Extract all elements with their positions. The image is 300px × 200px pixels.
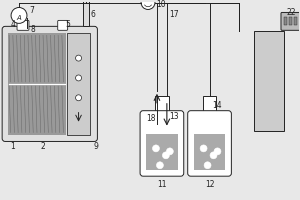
FancyBboxPatch shape: [17, 20, 29, 30]
Text: 13: 13: [169, 112, 178, 121]
Circle shape: [214, 148, 221, 155]
Text: 10: 10: [156, 0, 166, 9]
FancyBboxPatch shape: [188, 111, 231, 176]
Text: 22: 22: [286, 8, 296, 17]
Text: 9: 9: [94, 142, 99, 151]
FancyBboxPatch shape: [281, 12, 300, 30]
Bar: [194, 134, 225, 170]
Bar: [82, 0, 89, 26]
Text: 6: 6: [91, 10, 95, 19]
Circle shape: [11, 7, 27, 23]
Circle shape: [76, 75, 82, 81]
Bar: [254, 31, 284, 131]
Circle shape: [162, 152, 169, 159]
Circle shape: [152, 145, 159, 152]
Circle shape: [76, 55, 82, 61]
Text: 5: 5: [66, 20, 70, 29]
Circle shape: [204, 162, 211, 169]
Bar: [146, 134, 178, 170]
FancyBboxPatch shape: [58, 20, 68, 30]
Circle shape: [210, 152, 217, 159]
Bar: [8, 33, 66, 135]
Bar: [155, 96, 169, 114]
Text: 11: 11: [157, 180, 167, 189]
Bar: [67, 33, 91, 135]
Circle shape: [156, 162, 164, 169]
Text: 18: 18: [146, 114, 155, 123]
Text: 14: 14: [212, 101, 222, 110]
Bar: [284, 17, 287, 25]
FancyBboxPatch shape: [2, 26, 98, 141]
Circle shape: [76, 95, 82, 101]
Text: 7: 7: [29, 6, 34, 15]
Circle shape: [141, 0, 155, 9]
Text: 12: 12: [205, 180, 214, 189]
Text: 1: 1: [11, 142, 15, 151]
Bar: [294, 17, 297, 25]
FancyBboxPatch shape: [140, 111, 184, 176]
Bar: [202, 96, 217, 114]
Text: 17: 17: [169, 10, 178, 19]
Text: A: A: [16, 15, 21, 21]
Text: 4: 4: [11, 20, 16, 29]
Circle shape: [167, 148, 173, 155]
Text: 2: 2: [40, 142, 45, 151]
Circle shape: [200, 145, 207, 152]
Text: 8: 8: [31, 25, 36, 34]
Bar: [289, 17, 292, 25]
